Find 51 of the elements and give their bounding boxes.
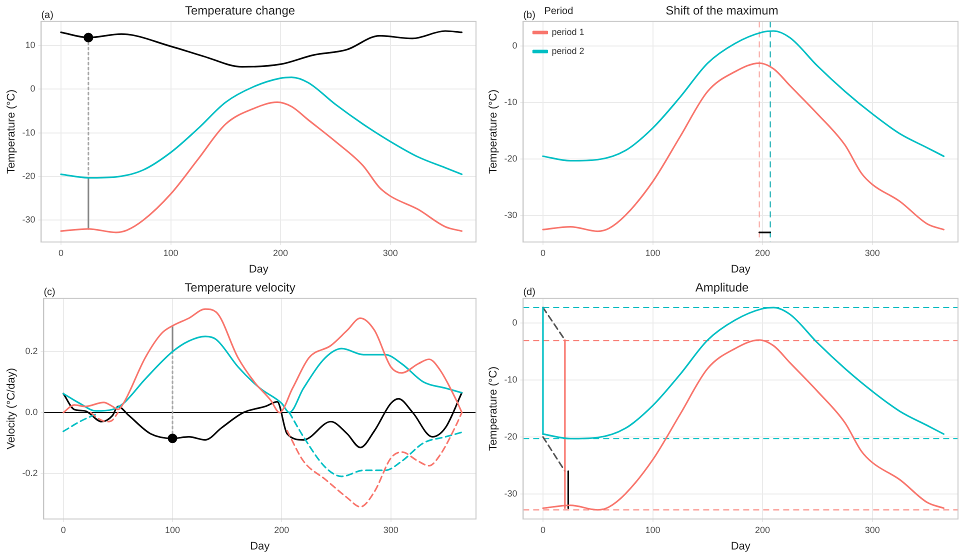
chart-title: Temperature change <box>184 4 296 18</box>
x-tick-label: 0 <box>58 248 64 258</box>
x-axis-title: Day <box>248 263 269 276</box>
y-tick-label: -10 <box>22 127 36 138</box>
x-tick-label: 100 <box>163 248 178 258</box>
y-axis-title: Velocity (°C/day) <box>6 368 18 450</box>
y-axis-title: Temperature (°C) <box>488 89 500 174</box>
y-tick-label: -20 <box>504 154 518 164</box>
y-tick-label: -10 <box>504 374 518 384</box>
x-tick-label: 100 <box>645 248 660 258</box>
annotation: (c) <box>44 287 56 298</box>
chart-title: Temperature velocity <box>184 280 296 295</box>
legend-label: period 1 <box>552 26 584 37</box>
x-axis-title: Day <box>730 263 751 276</box>
legend-title: Period <box>544 6 574 17</box>
y-tick-label: -0.2 <box>22 468 38 478</box>
y-tick-label: -30 <box>22 214 36 225</box>
y-tick-label: -30 <box>504 210 518 220</box>
chart-title: Amplitude <box>695 280 749 295</box>
y-tick-label: 0.2 <box>25 346 38 356</box>
y-axis-title: Temperature (°C) <box>488 366 500 451</box>
x-axis-title: Day <box>250 540 270 552</box>
x-tick-label: 100 <box>165 524 180 535</box>
annotation: (b) <box>523 10 536 22</box>
y-tick-label: -20 <box>22 170 36 181</box>
x-tick-label: 100 <box>645 524 660 535</box>
y-tick-label: -10 <box>504 97 518 108</box>
y-tick-label: 0 <box>30 84 36 94</box>
x-tick-label: 200 <box>755 524 770 535</box>
y-tick-label: -30 <box>504 488 518 498</box>
x-tick-label: 0 <box>540 524 546 535</box>
legend-label: period 2 <box>552 46 584 56</box>
x-tick-label: 300 <box>864 248 880 258</box>
y-tick-label: 0.0 <box>25 406 38 417</box>
x-tick-label: 200 <box>273 248 288 258</box>
x-tick-label: 200 <box>755 248 770 258</box>
x-tick-label: 200 <box>274 524 290 535</box>
chart-title: Shift of the maximum <box>666 4 778 18</box>
y-tick-label: -20 <box>504 431 518 442</box>
x-tick-label: 300 <box>382 248 398 258</box>
y-tick-label: 0 <box>512 40 518 51</box>
text: (a) <box>41 10 54 22</box>
y-tick-label: 10 <box>25 40 36 50</box>
text: (d) <box>523 287 536 298</box>
x-axis-title: Day <box>730 540 751 552</box>
y-tick-label: 0 <box>512 317 518 328</box>
x-tick-label: 0 <box>540 248 546 258</box>
x-tick-label: 300 <box>383 524 398 535</box>
x-tick-label: 300 <box>864 524 880 535</box>
y-axis-title: Temperature (°C) <box>6 89 18 174</box>
x-tick-label: 0 <box>60 524 66 535</box>
